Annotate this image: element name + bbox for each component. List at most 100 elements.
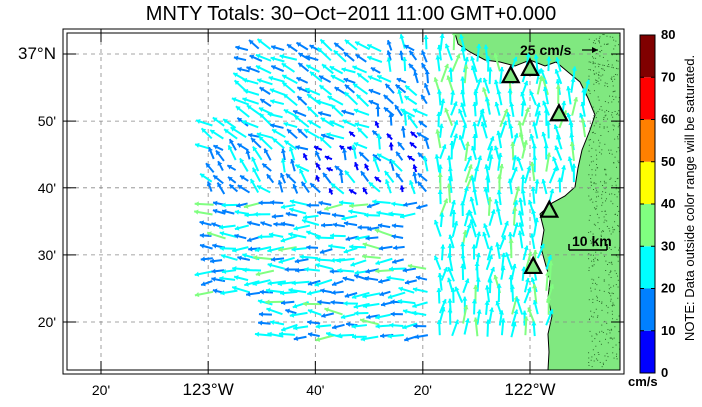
current-vector-head (510, 141, 516, 146)
current-vector-head (318, 200, 323, 206)
current-vector-head (304, 266, 309, 273)
current-vector-head (297, 86, 302, 92)
current-vector-head (412, 303, 417, 309)
coast-dot (609, 272, 611, 274)
current-vector-head (517, 210, 523, 216)
current-vector-head (416, 132, 422, 138)
coast-dot (590, 178, 592, 180)
current-vector-head (374, 121, 380, 126)
current-vector-head (328, 188, 334, 194)
current-vector-head (523, 245, 529, 251)
coast-dot (617, 60, 619, 62)
current-vector-head (404, 336, 409, 342)
coast-dot (601, 204, 603, 206)
current-vector-head (319, 137, 325, 142)
current-vector-head (548, 261, 554, 266)
coast-dot (615, 284, 617, 286)
coast-dot (617, 225, 619, 227)
current-vector-head (476, 231, 482, 237)
coast-dot (605, 186, 607, 188)
coast-dot (616, 74, 618, 76)
current-vector-head (254, 331, 260, 337)
current-vector-head (507, 88, 513, 93)
current-vector-head (501, 235, 507, 241)
current-vector-head (523, 316, 529, 321)
current-vector-head (493, 275, 499, 280)
current-vector-head (321, 133, 326, 139)
current-vector-head (281, 326, 286, 332)
current-vector-head (404, 279, 410, 285)
colorbar-tick-label: 50 (661, 154, 675, 169)
current-vector-head (281, 63, 287, 68)
coast-dot (591, 260, 593, 262)
coast-dot (604, 219, 606, 221)
coast-dot (606, 322, 608, 324)
current-vector-head (513, 133, 519, 138)
current-vector-head (407, 263, 413, 269)
coast-dot (601, 301, 603, 303)
coast-dot (618, 134, 620, 136)
current-vector-head (467, 156, 472, 161)
current-vector-head (307, 106, 313, 112)
current-vector-head (375, 260, 381, 266)
coast-dot (591, 278, 593, 280)
coast-dot (607, 312, 609, 314)
coast-dot (595, 112, 597, 114)
current-vector-head (242, 253, 247, 259)
current-vector-head (302, 218, 307, 224)
current-vector-head (210, 130, 215, 135)
current-vector-head (542, 86, 548, 92)
coast-dot (598, 83, 600, 85)
coast-dot (608, 284, 610, 286)
coast-dot (610, 298, 612, 300)
current-vector-head (484, 97, 490, 102)
current-vector-head (479, 109, 485, 115)
coast-dot (607, 356, 609, 358)
current-vector-head (280, 237, 286, 243)
current-vector-head (326, 167, 332, 172)
coast-dot (606, 333, 608, 335)
coast-dot (616, 196, 618, 198)
current-vector-head (265, 299, 270, 305)
coast-dot (588, 75, 590, 77)
current-vector-head (362, 303, 368, 309)
coast-dot (592, 131, 594, 133)
current-vector-head (468, 209, 473, 215)
current-vector-head (409, 50, 415, 56)
current-vector-head (482, 231, 488, 237)
current-vector-head (217, 161, 223, 166)
current-vector-head (284, 266, 289, 273)
current-vector-head (500, 265, 506, 271)
coast-dot (599, 331, 601, 333)
coast-dot (603, 127, 605, 129)
current-vector-head (364, 275, 370, 282)
coast-dot (592, 298, 594, 300)
coast-dot (618, 315, 620, 317)
current-vector-head (402, 110, 408, 115)
current-vector-head (453, 120, 459, 125)
coast-dot (614, 246, 616, 248)
coast-dot (596, 284, 598, 286)
current-vector-head (508, 124, 514, 129)
current-vector-head (347, 145, 352, 151)
current-vector-head (496, 130, 502, 136)
current-vector-head (513, 222, 519, 228)
coast-dot (594, 338, 596, 340)
current-vector-head (436, 111, 442, 116)
current-vector-head (390, 299, 395, 305)
current-vector-head (234, 275, 239, 281)
coast-dot (592, 265, 594, 267)
current-vector-head (517, 120, 523, 126)
current-vector-head (469, 219, 475, 225)
current-vector-head (289, 199, 295, 205)
coast-dot (609, 178, 611, 180)
current-vector-head (364, 163, 370, 169)
current-vector-head (353, 83, 358, 89)
coast-dot (608, 262, 610, 264)
coast-dot (615, 255, 617, 257)
coast-dot (591, 238, 593, 240)
coast-dot (615, 188, 617, 190)
current-vector-head (206, 181, 212, 187)
current-vector-head (194, 271, 200, 277)
current-vector-head (250, 178, 255, 184)
